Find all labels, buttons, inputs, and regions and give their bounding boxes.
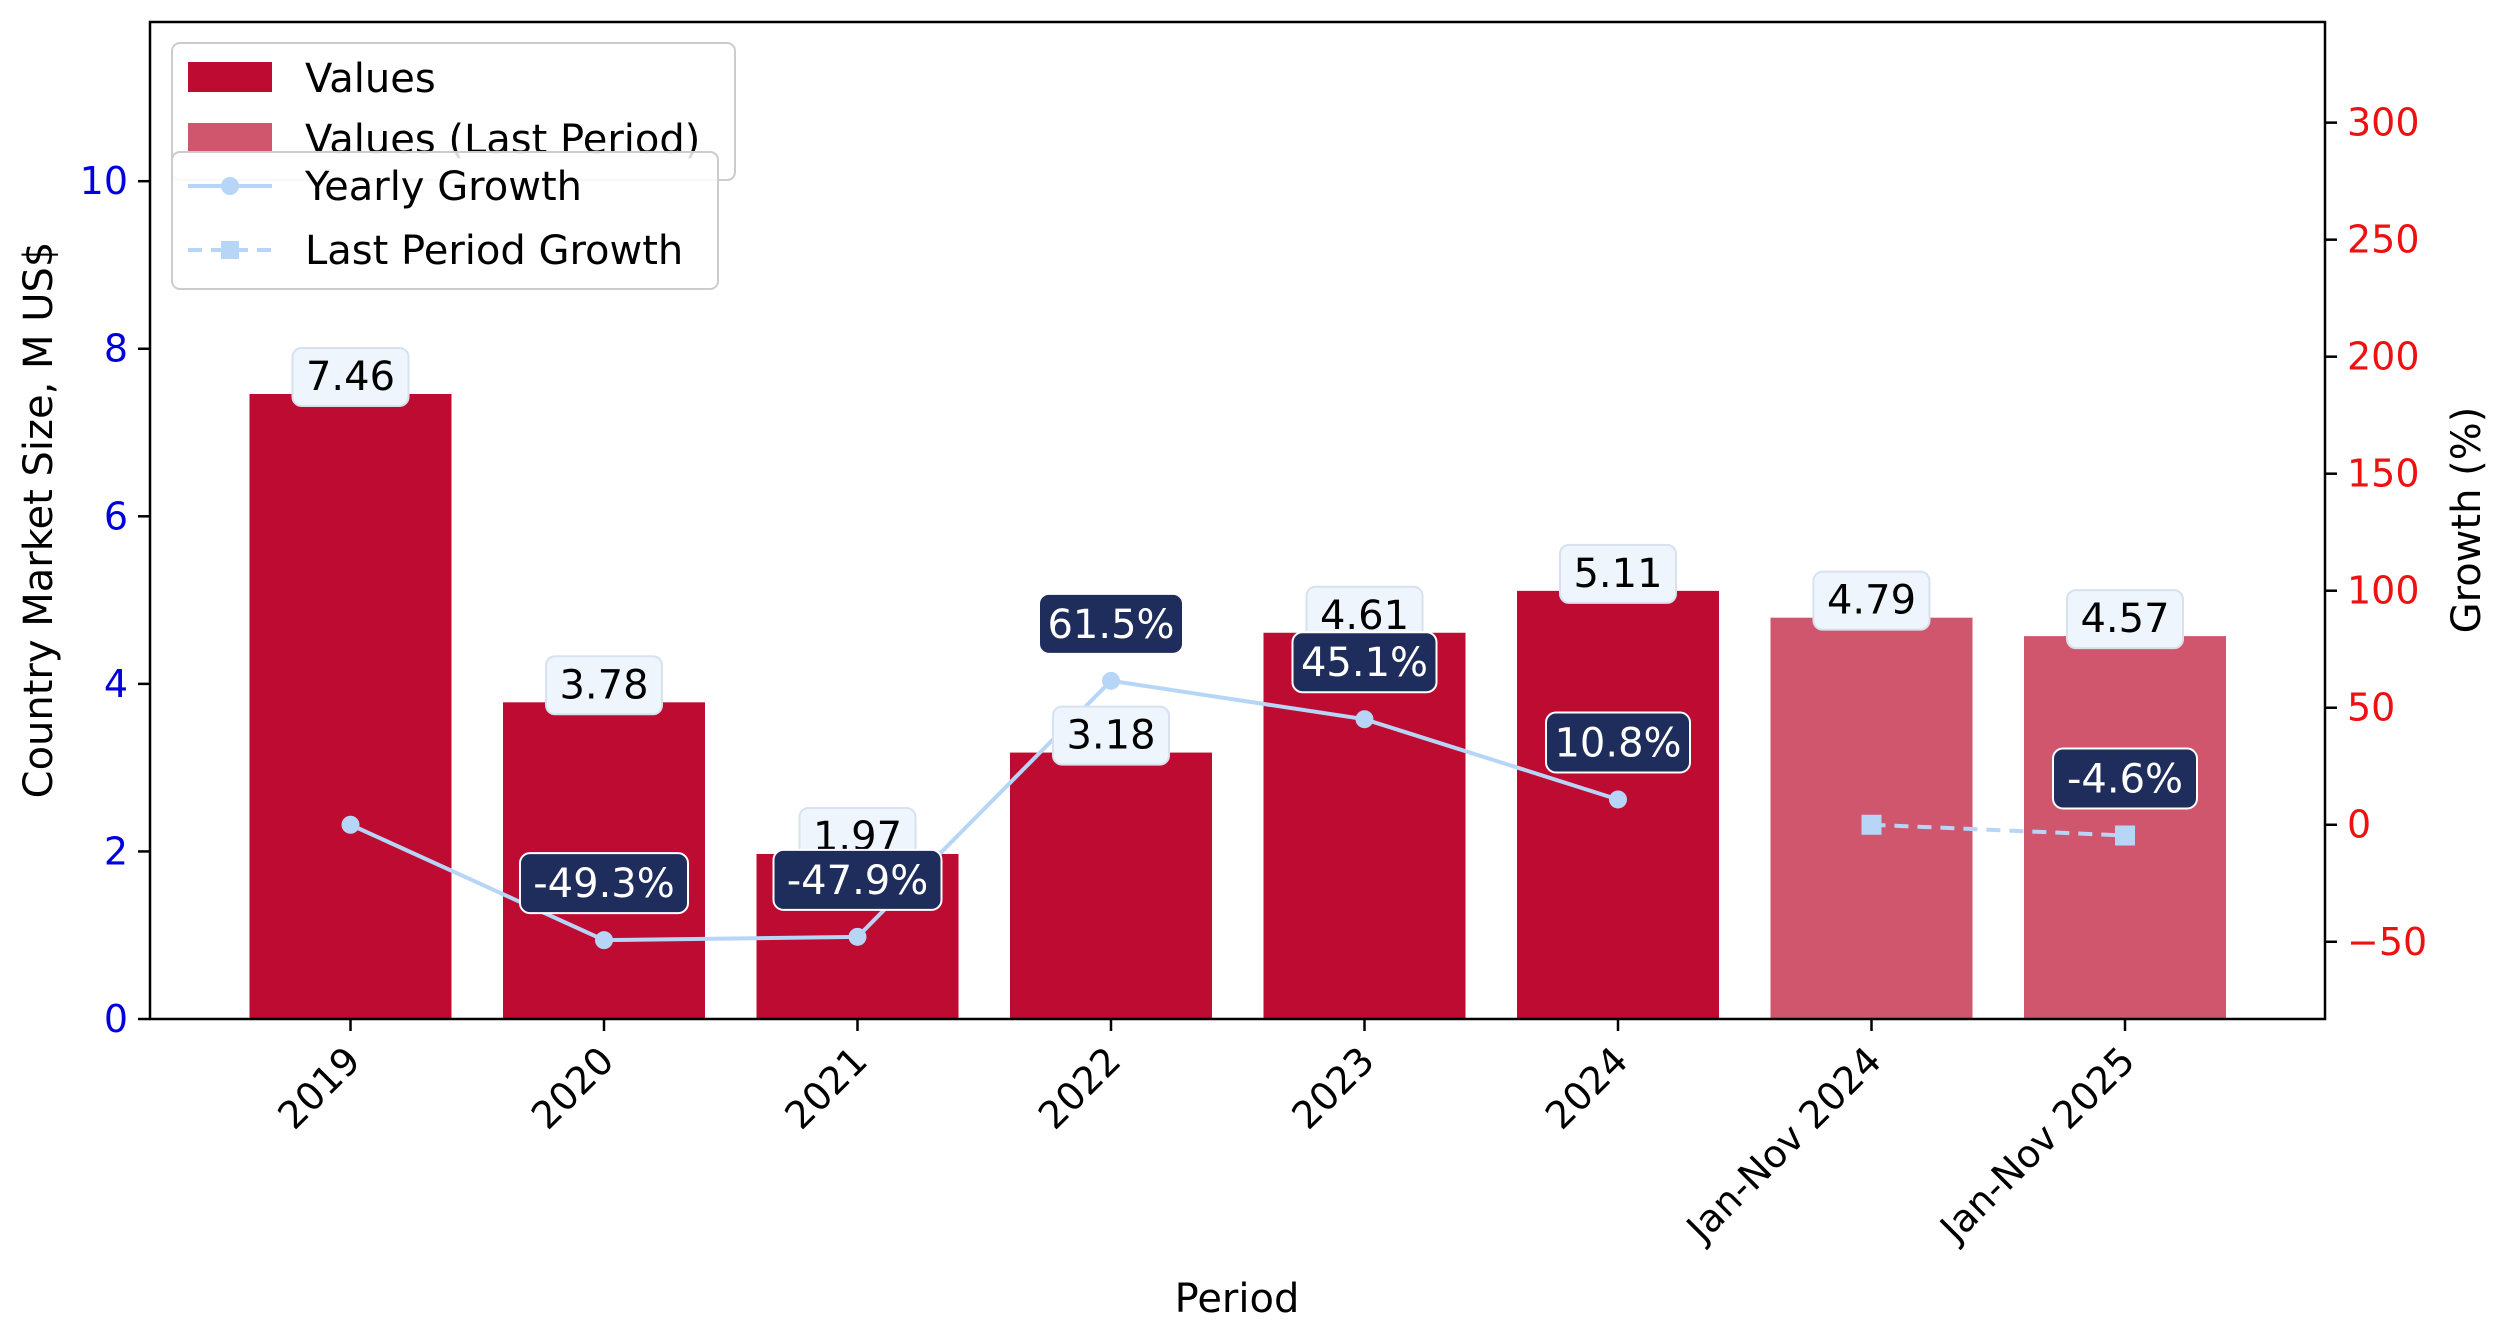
bar — [249, 393, 452, 1019]
bar-value-label-text: 7.46 — [306, 354, 395, 400]
last-period-growth-point — [1861, 814, 1882, 835]
x-axis-title: Period — [1175, 1276, 1300, 1322]
legend-swatch-values-last-period — [188, 123, 272, 153]
legend-label-last-period-growth: Last Period Growth — [305, 228, 683, 274]
plot-frame — [148, 20, 2327, 1021]
x-tick-label: Jan-Nov 2024 — [1677, 1038, 1890, 1251]
y-axis-title: Country Market Size, M US$ — [16, 242, 62, 799]
growth-value-label: 61.5% — [1038, 592, 1184, 655]
bar-value-label-text: 5.11 — [1573, 551, 1662, 597]
growth-value-label-box — [519, 852, 689, 915]
y2-tick-label: 200 — [2347, 335, 2420, 379]
x-tick-label: 2023 — [1283, 1038, 1383, 1138]
bar-value-label-box — [291, 346, 410, 407]
bar-value-label: 5.11 — [1559, 543, 1677, 604]
yearly-growth-point — [595, 931, 613, 950]
bar-value-label-box — [1559, 543, 1677, 604]
legend-label-values: Values — [305, 56, 436, 102]
last-period-growth-point — [2115, 825, 2135, 846]
bar-value-label-box — [1052, 705, 1170, 766]
bar-value-label-box — [1812, 570, 1931, 631]
growth-value-label: -49.3% — [519, 852, 689, 915]
y2-tick-label: 100 — [2347, 569, 2420, 613]
growth-value-label-text: 61.5% — [1047, 602, 1174, 648]
growth-value-label-text: 10.8% — [1554, 720, 1681, 766]
y-tick-label: 4 — [104, 662, 128, 706]
legend-growth: Yearly Growth Last Period Growth — [171, 151, 719, 290]
growth-value-label-box — [772, 848, 943, 911]
x-tick-label: 2021 — [776, 1038, 876, 1138]
bar-value-label: 4.79 — [1812, 570, 1931, 631]
bar-value-label-box — [2066, 589, 2184, 650]
bar-value-label-text: 4.61 — [1320, 593, 1409, 639]
bar-value-label-box — [545, 655, 663, 716]
legend-label-yearly-growth: Yearly Growth — [304, 164, 582, 210]
bar-value-label: 3.78 — [545, 655, 663, 716]
x-tick-label: Jan-Nov 2025 — [1930, 1038, 2143, 1251]
y2-tick-label: 250 — [2347, 218, 2420, 262]
yearly-growth-line — [349, 678, 1619, 943]
growth-value-label-box — [1545, 711, 1691, 774]
legend-marker-last-period-growth — [221, 241, 239, 259]
x-tick-label: 2019 — [269, 1038, 369, 1138]
y2-axis-title: Growth (%) — [2444, 407, 2490, 634]
y2-tick-label: 150 — [2347, 452, 2420, 496]
data-labels-layer: 7.463.781.973.184.615.114.79 4.57-49.3% -4… — [291, 346, 2198, 915]
legend-swatch-values — [188, 62, 272, 92]
yearly-growth-point — [848, 927, 867, 946]
y2-tick-label: 300 — [2347, 101, 2420, 145]
bar-value-label: 4.57 — [2066, 589, 2184, 650]
y2-tick-label: 0 — [2347, 803, 2371, 847]
y-tick-label: 8 — [104, 327, 128, 371]
bar-value-label: 7.46 — [291, 346, 410, 407]
yearly-growth-point — [341, 815, 360, 834]
growth-value-label-text: -4.6% — [2067, 757, 2183, 803]
bar-value-label-text: 4.79 — [1827, 578, 1916, 624]
y2-tick-label: −50 — [2347, 920, 2427, 964]
legend-marker-yearly-growth — [221, 177, 239, 195]
x-tick-label: 2024 — [1537, 1038, 1637, 1138]
growth-lines-layer — [341, 671, 2135, 950]
bar — [1263, 632, 1466, 1019]
bar-value-label-text: 4.57 — [2080, 596, 2169, 642]
growth-value-label-text: 45.1% — [1301, 640, 1428, 686]
y2-tick-label: 50 — [2347, 686, 2395, 730]
y-tick-label: 0 — [104, 997, 128, 1041]
yearly-growth-point — [1355, 710, 1374, 729]
x-tick-label: 2022 — [1030, 1038, 1130, 1138]
bars-layer — [249, 393, 2226, 1019]
bar-value-label-text: 3.78 — [559, 662, 648, 708]
growth-value-label: 45.1% — [1291, 631, 1438, 694]
growth-value-label: 10.8% — [1545, 711, 1691, 774]
last-period-growth-line — [1871, 822, 2126, 838]
growth-value-label-text: -49.3% — [533, 861, 675, 907]
yearly-growth-point — [1609, 790, 1627, 809]
growth-value-label-box — [1038, 592, 1184, 655]
bar — [1010, 752, 1212, 1019]
growth-value-label-box — [1291, 631, 1438, 694]
y-tick-label: 6 — [104, 494, 128, 538]
bar-value-label-text: 3.18 — [1066, 713, 1155, 759]
growth-value-label-box — [2052, 747, 2198, 810]
growth-value-label: -47.9% — [772, 848, 943, 911]
legend-growth-box — [171, 151, 719, 290]
y-tick-label: 2 — [104, 829, 128, 873]
yearly-growth-point — [1102, 671, 1120, 690]
bar-value-label: 3.18 — [1052, 705, 1170, 766]
growth-value-label: -4.6% — [2052, 747, 2198, 810]
growth-value-label-text: -47.9% — [787, 858, 929, 904]
y-tick-label: 10 — [80, 159, 128, 203]
x-tick-label: 2020 — [523, 1038, 623, 1138]
bar-value-label: 4.61 — [1305, 585, 1424, 646]
